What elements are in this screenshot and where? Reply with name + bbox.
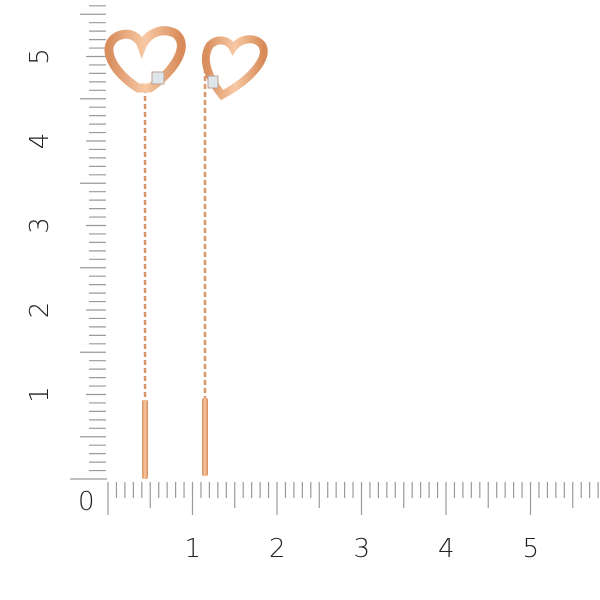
y-axis-label: 5 (25, 48, 55, 65)
heart-icon (201, 35, 268, 101)
x-axis-label: 5 (523, 534, 540, 564)
x-axis-labels: 1 2 3 4 5 (185, 534, 540, 564)
ruler-ticks (70, 5, 599, 515)
y-axis-label: 4 (25, 133, 55, 150)
x-axis-label: 3 (354, 534, 371, 564)
x-axis-label: 1 (185, 534, 202, 564)
y-axis-label: 2 (25, 302, 55, 319)
bar (202, 398, 208, 476)
stone (151, 71, 165, 85)
earring-left (104, 26, 186, 479)
heart-icon (104, 26, 186, 93)
x-axis-label: 4 (438, 534, 455, 564)
ruler-origin-label: 0 (78, 487, 95, 517)
y-axis-label: 3 (25, 217, 55, 234)
earring-right (201, 35, 268, 476)
x-axis-label: 2 (269, 534, 286, 564)
bar (142, 400, 148, 479)
y-axis-labels: 1 2 3 4 5 (25, 48, 55, 403)
stone (207, 75, 219, 89)
y-axis-label: 1 (25, 386, 55, 403)
